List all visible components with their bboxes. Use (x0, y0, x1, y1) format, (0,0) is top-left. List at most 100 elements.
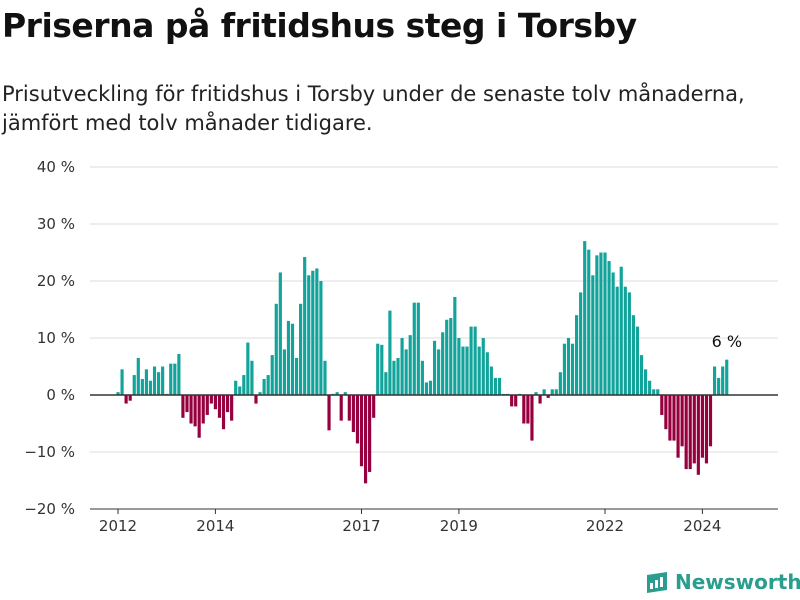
bar (282, 349, 286, 395)
bar (684, 395, 688, 470)
y-tick-label: 0 % (46, 386, 75, 404)
bar (656, 389, 660, 395)
bar (717, 377, 721, 395)
bar (311, 270, 315, 395)
bar (189, 395, 193, 424)
y-tick-label: 20 % (37, 272, 75, 290)
bar (432, 340, 437, 395)
bar (262, 379, 266, 395)
bar (652, 389, 656, 395)
bar (461, 346, 465, 395)
bar (639, 355, 644, 395)
bar (700, 395, 704, 458)
y-tick-label: −20 % (24, 500, 75, 518)
bar (566, 338, 571, 395)
bar (234, 380, 238, 395)
bar (392, 360, 396, 395)
bar (704, 395, 709, 464)
bar (449, 318, 453, 395)
bar (173, 363, 177, 395)
bar (416, 302, 420, 395)
bar (230, 395, 234, 421)
bar (493, 377, 498, 395)
bar (599, 252, 603, 395)
bar (246, 342, 250, 395)
bar (140, 379, 144, 395)
bars (116, 241, 729, 484)
newsworthy-logo: Newsworthy (645, 570, 800, 594)
bar (217, 395, 222, 418)
bar (708, 395, 713, 447)
bar (570, 343, 575, 395)
bar (607, 261, 611, 395)
bar (238, 386, 242, 395)
bar (384, 372, 388, 395)
bar (254, 395, 258, 404)
bar (692, 395, 696, 464)
bar (441, 332, 445, 395)
bar (380, 344, 384, 395)
bar (359, 395, 364, 467)
bar (725, 359, 729, 395)
chart-subtitle: Prisutveckling för fritidshus i Torsby u… (2, 82, 745, 135)
bar (611, 272, 615, 395)
bar (372, 395, 376, 418)
bar (136, 357, 140, 395)
bar (591, 275, 595, 395)
bar (453, 296, 457, 395)
x-axis-labels: 2012 2014 2017 2019 2022 2024 (99, 517, 722, 535)
bar (347, 395, 351, 421)
bar (627, 292, 631, 395)
bar (587, 249, 591, 395)
bar (660, 395, 664, 415)
bar (335, 392, 339, 395)
bar (355, 395, 360, 444)
bar (274, 303, 278, 395)
bar (469, 326, 473, 395)
bar (428, 380, 433, 395)
x-tick-label: 2022 (586, 517, 624, 535)
bar (315, 268, 319, 395)
bar (266, 375, 270, 395)
bar (201, 395, 205, 424)
last-value-annotation: 6 % (712, 332, 742, 351)
bar (526, 395, 530, 424)
bar (485, 352, 489, 395)
bar (619, 266, 623, 395)
bar (376, 343, 380, 395)
x-tick-label: 2019 (440, 517, 478, 535)
bar (299, 303, 303, 395)
bar (120, 369, 124, 395)
bar (550, 389, 554, 395)
bar (721, 366, 725, 395)
x-tick-label: 2017 (342, 517, 380, 535)
bar (343, 392, 347, 395)
y-tick-label: −10 % (24, 443, 75, 461)
bar (185, 395, 189, 413)
bar (676, 395, 680, 458)
bar (648, 380, 652, 395)
x-tick-label: 2012 (99, 517, 137, 535)
bar (465, 346, 469, 395)
bar (205, 395, 209, 415)
bar (242, 375, 246, 395)
bar (286, 320, 291, 395)
bar (664, 395, 668, 430)
bar (603, 252, 607, 395)
bar (169, 363, 173, 395)
bar (400, 338, 404, 395)
bar (680, 395, 684, 447)
bar (412, 302, 416, 395)
bar (128, 395, 132, 401)
bar (258, 392, 262, 395)
bar (554, 389, 558, 395)
bar (712, 366, 717, 395)
bar (473, 326, 477, 395)
bar (424, 382, 429, 395)
brand-name: Newsworthy (675, 570, 800, 594)
bar (225, 395, 230, 413)
bar (144, 369, 148, 395)
bar (688, 395, 692, 470)
bar (193, 395, 197, 427)
bar (615, 286, 619, 395)
